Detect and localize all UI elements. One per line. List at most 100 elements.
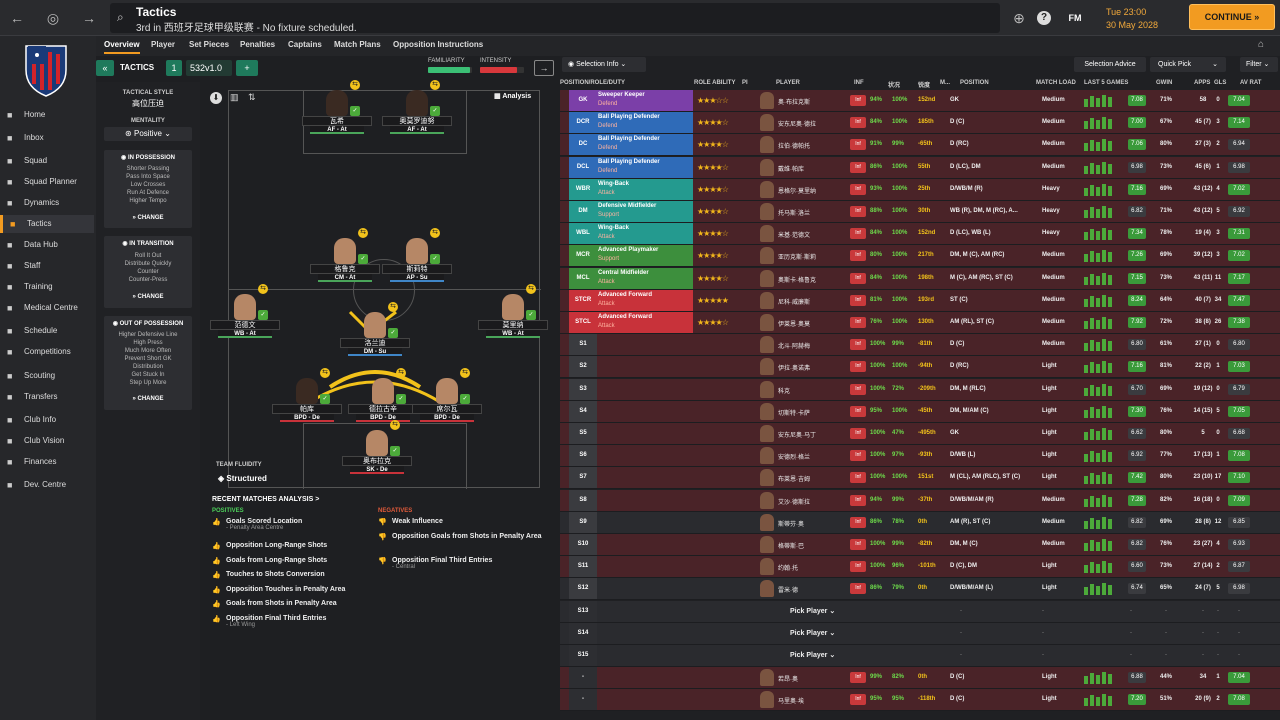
table-row[interactable]: STCR Advanced Forward Attack ★★★★★ 尼科·威廉斯 Inf… <box>560 289 1280 312</box>
player-name[interactable]: 科克 <box>778 388 791 395</box>
table-row[interactable]: WBL Wing-Back Attack ★★★★☆ 米基·范德文 Inf 84% 100% 1… <box>560 223 1280 246</box>
arrow-icon[interactable]: ⇆ <box>430 228 440 238</box>
role-duty-select[interactable]: Defensive Midfielder Support <box>597 201 693 222</box>
row-position[interactable]: S3 <box>569 378 597 400</box>
table-row[interactable]: S13 Pick Player ⌄ - - - - - - - <box>560 600 1280 623</box>
role-duty-select[interactable]: Ball Playing Defender Defend <box>597 134 693 156</box>
pitch-player[interactable]: ⇆ ✓ 莫里纳 WB - At <box>478 284 548 352</box>
add-tactic-button[interactable]: + <box>236 60 258 76</box>
table-row[interactable]: MCR Advanced Playmaker Support ★★★★☆ 亚历克斯·斯莉… <box>560 245 1280 268</box>
player-name[interactable]: 安德烈·格兰 <box>778 455 810 462</box>
sidebar-item-club-vision[interactable]: ■ Club Vision <box>0 432 94 450</box>
filter-button[interactable]: Filter ⌄ <box>1240 57 1278 72</box>
player-name[interactable]: 恩格尔·莫里纳 <box>778 188 816 195</box>
arrow-icon[interactable]: ⇆ <box>258 284 268 294</box>
row-position[interactable]: S8 <box>569 489 597 511</box>
col-role-ability[interactable]: ROLE ABILITY <box>694 80 736 86</box>
player-name[interactable]: 米基·范德文 <box>778 233 810 240</box>
sidebar-item-training[interactable]: ■ Training <box>0 278 94 296</box>
row-position[interactable]: S10 <box>569 534 597 555</box>
table-row[interactable]: S7 布莱恩·吉姆 Inf 100% 100% 151st M (CL), AM (RLC)… <box>560 467 1280 490</box>
pitch-player-role[interactable]: SK - De <box>350 466 404 474</box>
row-position[interactable]: GK <box>569 90 597 111</box>
role-duty-select[interactable]: Wing-Back Attack <box>597 223 693 245</box>
sidebar-item-schedule[interactable]: ■ Schedule <box>0 322 94 340</box>
col-last-5-games[interactable]: LAST 5 GAMES <box>1084 80 1129 86</box>
pitch-player-role[interactable]: AF - At <box>310 126 364 134</box>
row-position[interactable]: S14 <box>569 622 597 644</box>
continue-button[interactable]: CONTINUE » <box>1189 4 1275 30</box>
player-name[interactable]: 安东尼奥·马丁 <box>778 433 816 439</box>
mentality-select[interactable]: ⊛ Positive ⌄ <box>104 127 192 141</box>
row-position[interactable]: - <box>569 689 597 711</box>
tab-player[interactable]: Player <box>151 40 176 49</box>
pick-player-select[interactable]: Pick Player ⌄ <box>790 607 836 615</box>
pitch-player-role[interactable]: WB - At <box>486 330 540 338</box>
home-tab-icon[interactable]: ⌂ <box>1258 39 1265 50</box>
arrow-icon[interactable]: ⇆ <box>430 80 440 90</box>
back-icon[interactable]: ← <box>10 10 24 26</box>
col-match-load[interactable]: MATCH LOAD <box>1036 80 1076 86</box>
pitch-player-role[interactable]: AP - Su <box>390 274 444 282</box>
role-duty-select[interactable]: Advanced Forward Attack <box>597 289 693 311</box>
table-row[interactable]: S8 艾沙·德斯拉 Inf 94% 99% -37th D/WB/M/AM (R) Mediu… <box>560 489 1280 512</box>
table-row[interactable]: - 马里奥·埃 Inf 95% 95% -118th D (C) Light 7.20 51% 20… <box>560 689 1280 712</box>
table-row[interactable]: S1 北斗·阿赫梅 Inf 100% 99% -81th D (C) Medium 6.80 61… <box>560 334 1280 357</box>
player-name[interactable]: 安东尼奥·德拉 <box>778 122 816 129</box>
table-row[interactable]: S10 格蒂斯·巴 Inf 100% 99% -82th DM, M (C) Medium 6.… <box>560 534 1280 556</box>
table-row[interactable]: S9 斯蒂芬·奥 Inf 86% 78% 0th AM (R), ST (C) Medium 6… <box>560 511 1280 534</box>
player-name[interactable]: 马里奥·埃 <box>778 699 804 706</box>
sidebar-item-transfers[interactable]: ■ Transfers <box>0 388 94 406</box>
sidebar-item-staff[interactable]: ■ Staff <box>0 257 94 275</box>
row-position[interactable]: DC <box>569 134 597 156</box>
tab-match-plans[interactable]: Match Plans <box>334 40 381 49</box>
role-duty-select[interactable]: Sweeper Keeper Defend <box>597 90 693 111</box>
table-row[interactable]: S3 科克 Inf 100% 72% -209th DM, M (RLC) Light 6.70… <box>560 378 1280 401</box>
role-duty-select[interactable]: Ball Playing Defender Defend <box>597 112 693 134</box>
row-position[interactable]: S2 <box>569 356 597 378</box>
table-row[interactable]: DCR Ball Playing Defender Defend ★★★★☆ 安东尼奥·… <box>560 112 1280 135</box>
arrow-icon[interactable]: ⇆ <box>388 302 398 312</box>
pitch-player-role[interactable]: WB - At <box>218 330 272 338</box>
table-row[interactable]: STCL Advanced Forward Attack ★★★★☆ 伊莱恩·奥莫 Inf… <box>560 312 1280 334</box>
sidebar-item-club-info[interactable]: ■ Club Info <box>0 411 94 429</box>
arrow-icon[interactable]: ⇆ <box>526 284 536 294</box>
pitch-player[interactable]: ⇆ ✓ 瓦希 AF - At <box>302 80 372 148</box>
arrow-icon[interactable]: ⇆ <box>396 368 406 378</box>
quick-pick-button[interactable]: Quick Pick ⌄ <box>1150 57 1226 72</box>
row-position[interactable]: WBL <box>569 223 597 245</box>
col-sharpness[interactable]: 锐度 <box>918 83 931 89</box>
analysis-heading[interactable]: RECENT MATCHES ANALYSIS > <box>212 496 320 503</box>
date-box[interactable]: Tue 23:00 30 May 2028 <box>1100 4 1180 32</box>
col-gwin[interactable]: GWIN <box>1156 80 1173 86</box>
player-name[interactable]: 戴维·帕库 <box>778 166 804 173</box>
tab-captains[interactable]: Captains <box>288 40 322 49</box>
download-icon[interactable]: ⬇ <box>210 92 222 104</box>
arrow-icon[interactable]: ⇆ <box>350 80 360 90</box>
player-name[interactable]: 斯蒂芬·奥 <box>778 521 804 528</box>
change-in-possession-button[interactable]: » CHANGE <box>132 215 164 221</box>
row-position[interactable]: S6 <box>569 445 597 467</box>
sidebar-item-dev-centre[interactable]: ■ Dev. Centre <box>0 476 94 494</box>
row-position[interactable]: S9 <box>569 511 597 533</box>
search-icon[interactable]: ⌕ <box>117 10 124 24</box>
pitch-player-role[interactable]: DM - Su <box>348 348 402 356</box>
sidebar-item-home[interactable]: ■ Home <box>0 106 94 124</box>
row-position[interactable]: S11 <box>569 556 597 578</box>
pitch-player-role[interactable]: BPD - De <box>420 414 474 422</box>
player-name[interactable]: 拉伯·德帕托 <box>778 144 810 151</box>
sidebar-item-data-hub[interactable]: ■ Data Hub <box>0 236 94 254</box>
sidebar-item-tactics[interactable]: ■ Tactics <box>0 215 94 233</box>
player-name[interactable]: 约翰·托 <box>778 566 798 573</box>
pitch-player[interactable]: ⇆ ✓ 洛兰迪 DM - Su <box>340 302 410 370</box>
player-name[interactable]: 格蒂斯·巴 <box>778 544 804 550</box>
row-position[interactable]: S7 <box>569 467 597 489</box>
compare-button[interactable]: → <box>534 60 554 76</box>
row-position[interactable]: S5 <box>569 423 597 444</box>
pitch-player[interactable]: ⇆ ✓ 奥莫罗迪努 AF - At <box>382 80 452 148</box>
sidebar-item-squad[interactable]: ■ Squad <box>0 152 94 170</box>
change-out-of-possession-button[interactable]: » CHANGE <box>132 396 164 402</box>
sidebar-item-scouting[interactable]: ■ Scouting <box>0 367 94 385</box>
table-row[interactable]: S14 Pick Player ⌄ - - - - - - - <box>560 622 1280 645</box>
row-position[interactable]: STCR <box>569 289 597 311</box>
